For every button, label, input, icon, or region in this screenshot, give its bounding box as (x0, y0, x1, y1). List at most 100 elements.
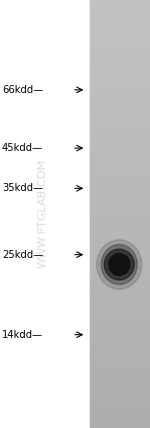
Bar (90, 385, 150, 387)
Bar (90, 342, 150, 345)
Bar (90, 104, 150, 106)
Bar (90, 23, 150, 25)
Text: WWW.PTGLAB.COM: WWW.PTGLAB.COM (38, 160, 48, 268)
Bar (90, 46, 150, 48)
Bar (90, 410, 150, 411)
Bar (90, 48, 150, 51)
Bar (90, 265, 150, 268)
Bar (90, 235, 150, 238)
Bar (90, 264, 150, 266)
Bar (90, 268, 150, 270)
Bar (90, 285, 150, 287)
Bar (90, 404, 150, 406)
Bar (90, 160, 150, 162)
Bar (90, 355, 150, 357)
Bar (90, 380, 150, 381)
Bar (90, 331, 150, 333)
Bar (90, 422, 150, 424)
Bar (90, 389, 150, 392)
Bar (90, 231, 150, 233)
Bar (90, 10, 150, 12)
Bar (90, 63, 150, 65)
Bar (90, 314, 150, 316)
Bar (90, 65, 150, 68)
Bar (90, 138, 150, 140)
Bar (90, 161, 150, 163)
Bar (90, 395, 150, 397)
Bar (90, 42, 150, 43)
Bar (90, 402, 150, 404)
Bar (90, 334, 150, 336)
Bar (90, 170, 150, 172)
Bar (90, 155, 150, 158)
Bar (90, 210, 150, 212)
Bar (90, 110, 150, 112)
Bar (90, 70, 150, 72)
Bar (90, 240, 150, 242)
Bar (90, 338, 150, 340)
Bar (90, 318, 150, 320)
Bar (90, 301, 150, 303)
Bar (90, 348, 150, 350)
Bar (90, 150, 150, 152)
Bar (90, 171, 150, 173)
Bar (90, 56, 150, 58)
Bar (90, 282, 150, 285)
Bar (90, 143, 150, 145)
Bar (90, 361, 150, 363)
Bar (90, 333, 150, 334)
Bar (90, 275, 150, 277)
Bar (90, 111, 150, 113)
Bar (90, 392, 150, 394)
Bar (90, 201, 150, 203)
Bar (90, 254, 150, 256)
Bar (90, 74, 150, 76)
Bar (90, 60, 150, 62)
Bar (90, 256, 150, 257)
Bar (90, 44, 150, 46)
Bar (90, 217, 150, 219)
Bar (90, 124, 150, 126)
Bar (90, 416, 150, 419)
Bar (90, 344, 150, 346)
Bar (90, 21, 150, 24)
Bar (90, 258, 150, 260)
Bar (90, 87, 150, 89)
Bar (90, 291, 150, 293)
Bar (90, 93, 150, 95)
Bar (90, 215, 150, 217)
Bar (90, 398, 150, 400)
Bar (90, 401, 150, 403)
Bar (90, 325, 150, 327)
Bar (90, 101, 150, 103)
Bar (90, 128, 150, 131)
Bar (90, 7, 150, 9)
Bar (90, 415, 150, 417)
Bar (90, 405, 150, 407)
Bar (90, 20, 150, 22)
Bar (90, 86, 150, 88)
Bar (90, 307, 150, 309)
Ellipse shape (104, 249, 134, 280)
Bar (90, 232, 150, 235)
Bar (90, 188, 150, 190)
Bar (90, 221, 150, 223)
Bar (90, 277, 150, 279)
Bar (90, 29, 150, 30)
Bar (90, 297, 150, 299)
Bar (90, 53, 150, 55)
Bar (90, 147, 150, 149)
Bar (90, 91, 150, 93)
Text: 14kdd—: 14kdd— (2, 330, 43, 340)
Bar (90, 267, 150, 269)
Bar (90, 76, 150, 77)
Bar (90, 33, 150, 35)
Bar (90, 193, 150, 195)
Bar (90, 9, 150, 11)
Bar (90, 381, 150, 383)
Bar (90, 399, 150, 401)
Bar (90, 116, 150, 118)
Bar (90, 227, 150, 229)
Bar (90, 40, 150, 42)
Bar (90, 172, 150, 175)
